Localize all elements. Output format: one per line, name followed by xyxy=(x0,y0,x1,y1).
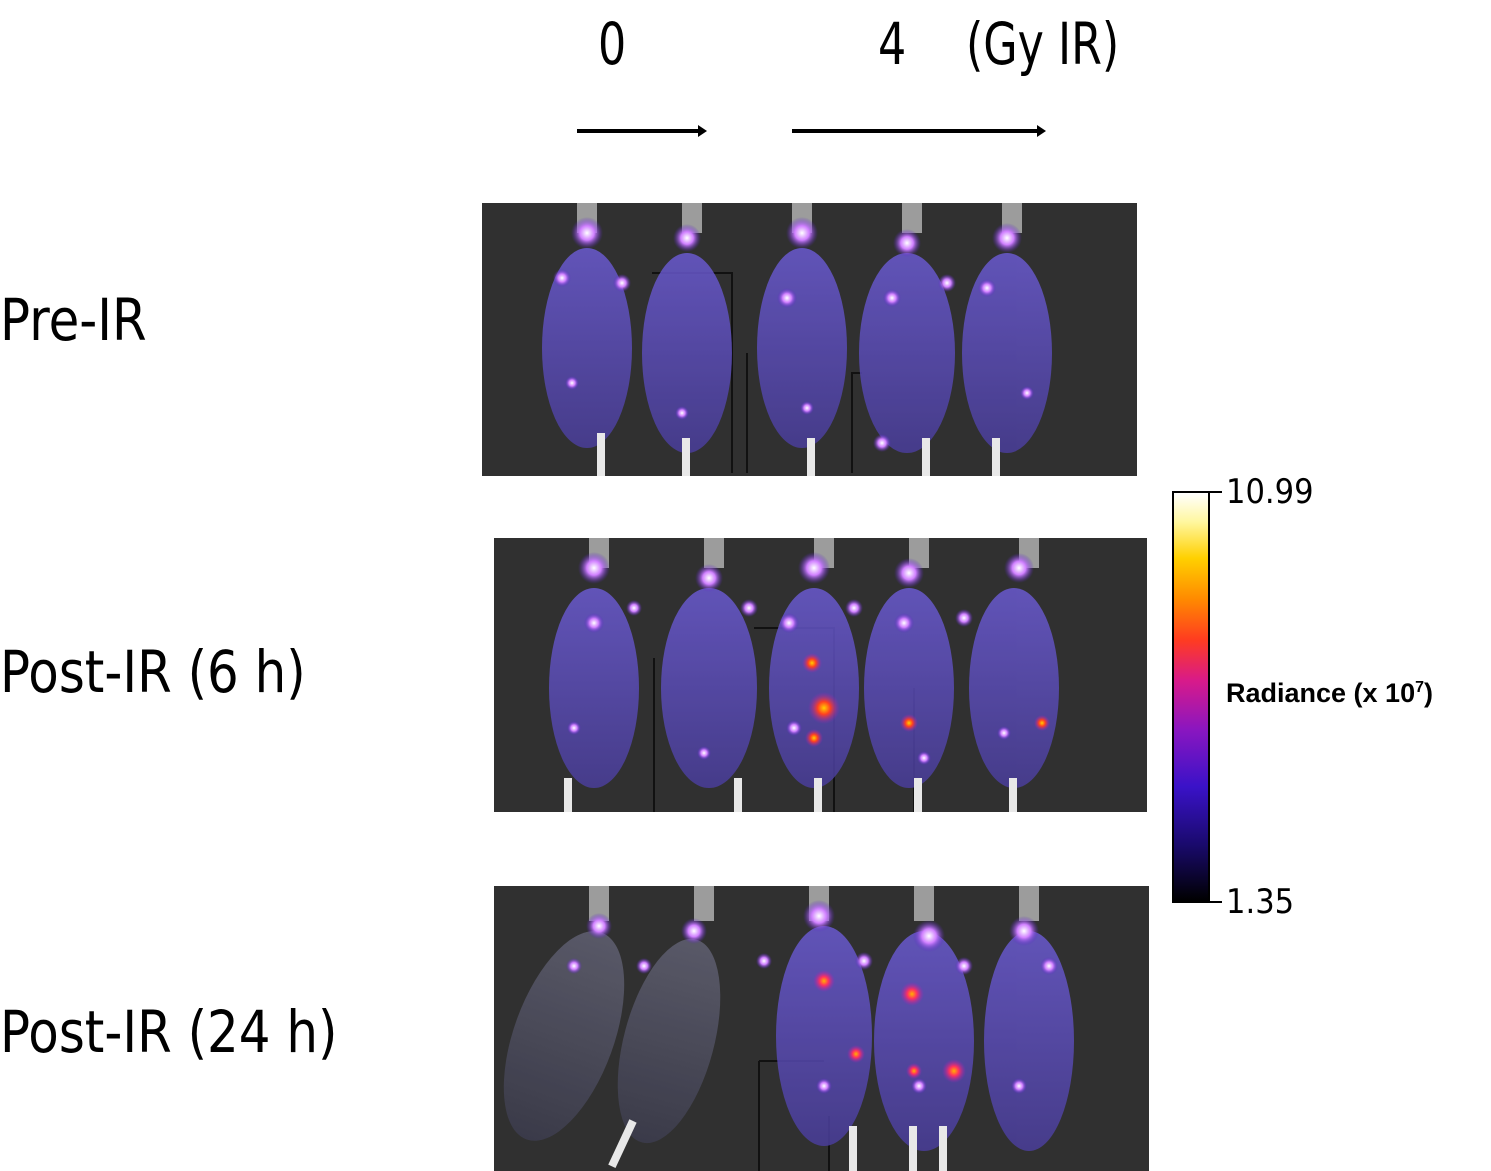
colorbar-max-label: 10.99 xyxy=(1226,472,1314,512)
group-line-irradiated xyxy=(792,125,1046,137)
dose-label-0: 0 xyxy=(598,10,627,78)
imaging-panel-post-ir-24h xyxy=(494,886,1149,1171)
colorbar-max-tick xyxy=(1210,491,1222,493)
dose-unit-label: (Gy IR) xyxy=(966,10,1120,78)
colorbar-title: Radiance (x 107) xyxy=(1226,678,1433,709)
colorbar-title-exponent: 7 xyxy=(1415,679,1424,696)
dose-label-4: 4 xyxy=(878,10,907,78)
row-label-post-ir-24h: Post-IR (24 h) xyxy=(0,998,338,1066)
radiance-colorbar xyxy=(1172,491,1210,903)
mouse-image-pre-ir xyxy=(482,203,1137,476)
group-line-control xyxy=(577,125,707,137)
imaging-panel-pre-ir xyxy=(482,203,1137,476)
colorbar-min-tick xyxy=(1210,901,1222,903)
colorbar-title-suffix: ) xyxy=(1424,678,1433,708)
mouse-image-post-ir-6h xyxy=(494,538,1147,812)
row-label-post-ir-6h: Post-IR (6 h) xyxy=(0,638,306,706)
colorbar-title-prefix: Radiance (x 10 xyxy=(1226,678,1416,708)
imaging-panel-post-ir-6h xyxy=(494,538,1147,812)
colorbar-min-label: 1.35 xyxy=(1226,882,1295,922)
row-label-pre-ir: Pre-IR xyxy=(0,286,147,354)
mouse-image-post-ir-24h xyxy=(494,886,1149,1171)
